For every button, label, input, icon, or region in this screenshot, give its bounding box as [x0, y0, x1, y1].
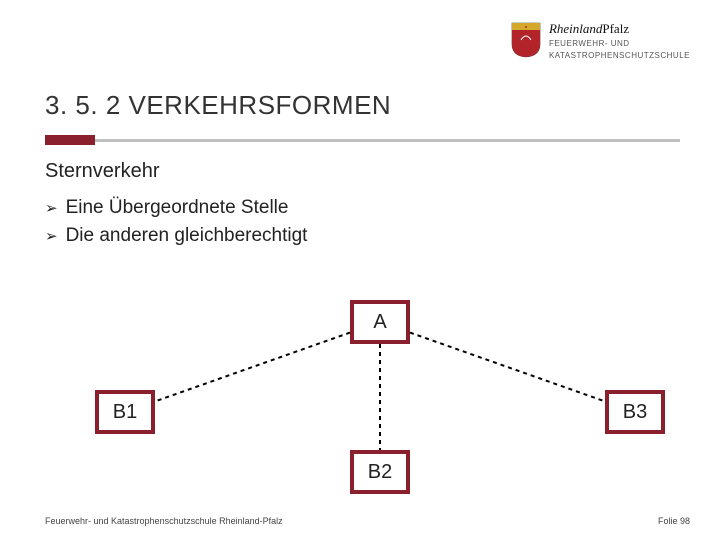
title-block: 3. 5. 2 VERKEHRSFORMEN — [45, 90, 680, 145]
brand-subline-1: FEUERWEHR- UND — [549, 40, 690, 48]
slide-title: 3. 5. 2 VERKEHRSFORMEN — [45, 90, 680, 121]
title-rule — [45, 135, 680, 145]
diagram-edge — [410, 333, 605, 402]
diagram-node-b1: B1 — [95, 390, 155, 434]
diagram-node-b2: B2 — [350, 450, 410, 494]
brand-subline-2: KATASTROPHENSCHUTZSCHULE — [549, 52, 690, 60]
brand-block: RheinlandPfalz FEUERWEHR- UND KATASTROPH… — [511, 22, 690, 60]
footer-right: Folie 98 — [658, 516, 690, 526]
sternverkehr-diagram: AB1B2B3 — [45, 300, 680, 490]
content-block: Sternverkehr ➢ Eine Übergeordnete Stelle… — [45, 160, 680, 253]
title-rule-accent — [45, 135, 95, 145]
content-subheading: Sternverkehr — [45, 160, 680, 183]
diagram-edge — [155, 333, 350, 402]
bullet-text-1: Eine Übergeordnete Stelle — [66, 197, 289, 219]
bullet-text-2: Die anderen gleichberechtigt — [66, 225, 308, 247]
bullet-arrow-icon: ➢ — [45, 227, 58, 245]
bullet-1: ➢ Eine Übergeordnete Stelle — [45, 197, 680, 219]
bullet-2: ➢ Die anderen gleichberechtigt — [45, 225, 680, 247]
diagram-node-b3: B3 — [605, 390, 665, 434]
coat-of-arms-icon — [511, 22, 541, 58]
title-rule-grey — [95, 139, 680, 142]
footer-left: Feuerwehr- und Katastrophenschutzschule … — [45, 516, 283, 526]
brand-text: RheinlandPfalz FEUERWEHR- UND KATASTROPH… — [549, 22, 690, 60]
brand-state: RheinlandPfalz — [549, 22, 690, 36]
bullet-arrow-icon: ➢ — [45, 199, 58, 217]
diagram-node-a: A — [350, 300, 410, 344]
